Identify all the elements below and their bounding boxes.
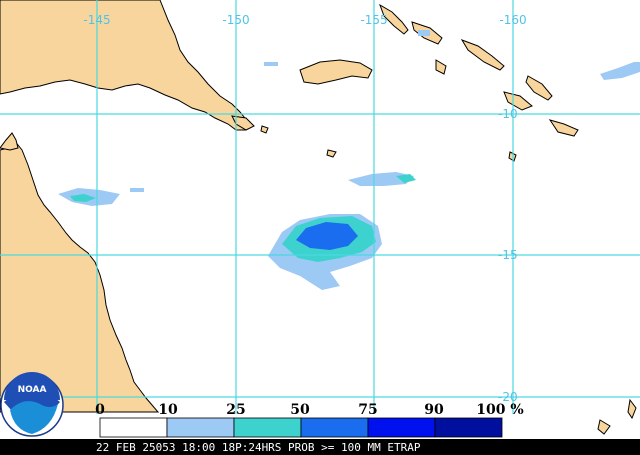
solomon-island-1: [460, 39, 505, 71]
louisiade-islands: [231, 115, 255, 131]
noaa-logo-text: NOAA: [18, 385, 47, 395]
legend-colorbar: [99, 417, 503, 438]
new-guinea: [0, 0, 249, 131]
legend: 0 10 25 50 75 90 100 %: [95, 402, 524, 438]
footer-caption: 22 FEB 25053 18:00 18P:24HRS PROB >= 100…: [96, 441, 421, 454]
new-britain: [299, 59, 373, 85]
cape-york: [0, 132, 19, 151]
lon-label-155: -155: [360, 13, 387, 27]
small-island-d: [627, 398, 637, 420]
lat-label-15: -15: [498, 248, 518, 262]
footer-bar: [0, 439, 640, 455]
legend-swatch-4: [367, 417, 436, 438]
lat-label-10: -10: [498, 107, 518, 121]
new-ireland: [379, 3, 409, 35]
legend-label-0: 0: [95, 402, 105, 418]
solomon-island-2: [525, 75, 553, 101]
lat-label-20: -20: [498, 390, 518, 404]
legend-swatch-3: [300, 417, 369, 438]
legend-label-10: 10: [158, 402, 178, 418]
lon-label-145: -145: [83, 13, 110, 27]
legend-swatch-1: [166, 417, 235, 438]
graticule: [0, 0, 640, 414]
legend-label-100: 100 %: [476, 402, 523, 418]
lon-label-160: -160: [499, 13, 526, 27]
solomon-island-5: [435, 59, 447, 75]
legend-label-50: 50: [290, 402, 310, 418]
probability-shading: [58, 30, 640, 290]
solomon-island-4: [548, 119, 579, 137]
legend-swatch-5: [434, 417, 503, 438]
legend-label-25: 25: [226, 402, 245, 418]
small-island-e: [597, 419, 611, 435]
solomon-island-3: [503, 91, 533, 111]
legend-label-75: 75: [358, 402, 377, 418]
lon-label-150: -150: [222, 13, 249, 27]
legend-swatch-2: [233, 417, 302, 438]
legend-label-90: 90: [424, 402, 444, 418]
small-island-b: [326, 149, 337, 158]
small-island-a: [260, 125, 269, 134]
noaa-logo: NOAA: [0, 372, 64, 437]
legend-swatch-0: [99, 417, 168, 438]
australia-landmass: [0, 139, 160, 413]
